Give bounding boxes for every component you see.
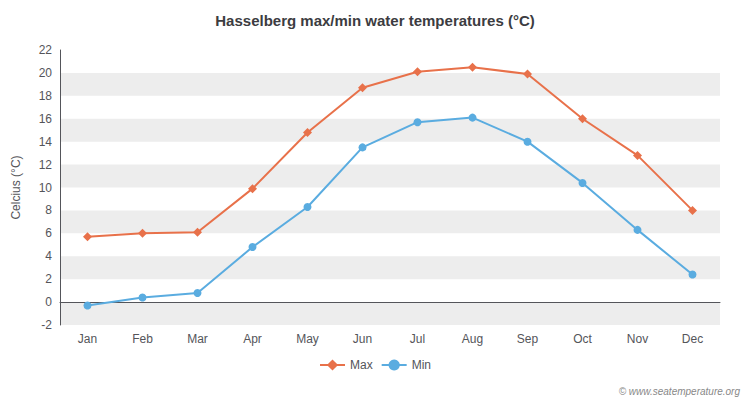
svg-text:Min: Min xyxy=(412,358,431,372)
svg-text:10: 10 xyxy=(39,181,53,195)
svg-text:Sep: Sep xyxy=(517,332,539,346)
svg-text:22: 22 xyxy=(39,43,53,57)
svg-text:14: 14 xyxy=(39,135,53,149)
svg-text:-2: -2 xyxy=(41,318,52,332)
svg-text:16: 16 xyxy=(39,112,53,126)
svg-text:6: 6 xyxy=(45,226,52,240)
svg-text:Celcius (°C): Celcius (°C) xyxy=(9,155,23,219)
svg-text:Mar: Mar xyxy=(187,332,208,346)
svg-text:4: 4 xyxy=(45,249,52,263)
svg-text:12: 12 xyxy=(39,158,53,172)
svg-text:Jun: Jun xyxy=(353,332,372,346)
svg-text:Feb: Feb xyxy=(132,332,153,346)
svg-text:Dec: Dec xyxy=(682,332,703,346)
svg-text:20: 20 xyxy=(39,66,53,80)
svg-text:Oct: Oct xyxy=(573,332,592,346)
svg-text:0: 0 xyxy=(45,295,52,309)
svg-text:2: 2 xyxy=(45,272,52,286)
svg-text:Apr: Apr xyxy=(243,332,262,346)
svg-text:18: 18 xyxy=(39,89,53,103)
svg-text:© www.seatemperature.org: © www.seatemperature.org xyxy=(619,386,741,397)
svg-text:Nov: Nov xyxy=(627,332,648,346)
svg-text:Aug: Aug xyxy=(462,332,483,346)
svg-text:8: 8 xyxy=(45,203,52,217)
svg-text:Jan: Jan xyxy=(78,332,97,346)
svg-text:May: May xyxy=(296,332,319,346)
svg-text:Jul: Jul xyxy=(410,332,425,346)
svg-text:Hasselberg max/min water tempe: Hasselberg max/min water temperatures (°… xyxy=(215,12,534,29)
svg-text:Max: Max xyxy=(350,358,373,372)
